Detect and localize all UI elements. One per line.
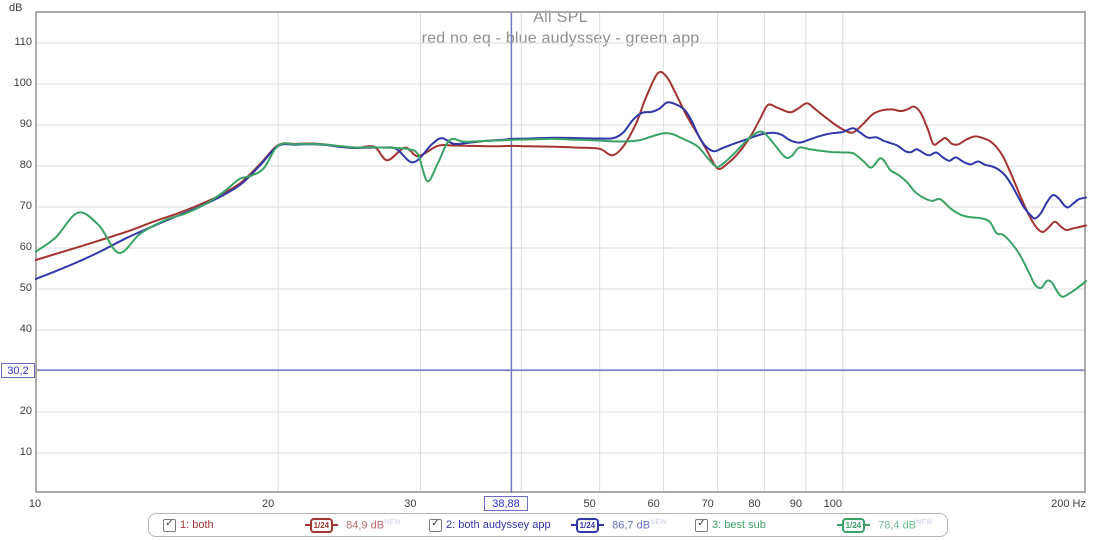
- smoothing-value: 1/24: [309, 517, 334, 533]
- trace-label-1[interactable]: 1: both: [180, 519, 214, 531]
- chip-trail-dash: [333, 524, 339, 526]
- trace-label-2[interactable]: 2: both audyssey app: [446, 519, 551, 531]
- plot-area[interactable]: [35, 11, 1087, 494]
- smoothing-chip-1[interactable]: 1/24: [304, 517, 339, 533]
- y-tick-label: 60: [19, 241, 32, 253]
- cursor-level-readout: 30,2: [1, 363, 35, 378]
- trace-label-3[interactable]: 3: best sub: [712, 519, 766, 531]
- x-tick-label: 30: [404, 498, 417, 510]
- trace-checkbox-2[interactable]: ✓: [429, 518, 442, 532]
- x-tick-label: 80: [748, 498, 761, 510]
- legend-item-2: ✓ 2: both audyssey app 1/24 86,7 dBNEW: [415, 517, 681, 533]
- y-tick-label: 20: [19, 405, 32, 417]
- y-tick-label: 70: [19, 200, 32, 212]
- y-tick-label: 110: [14, 36, 32, 48]
- x-tick-label: 10: [28, 498, 42, 510]
- new-badge: NEW: [650, 518, 667, 526]
- legend-item-3: ✓ 3: best sub 1/24 78,4 dBNEW: [681, 517, 947, 533]
- x-tick-label: 20: [262, 498, 275, 510]
- smoothing-value: 1/24: [841, 517, 866, 533]
- chip-lead-dash: [304, 524, 310, 526]
- x-tick-label: 60: [647, 498, 660, 510]
- y-tick-label: 50: [19, 282, 32, 294]
- y-tick-label: 80: [19, 159, 32, 171]
- trace-checkbox-1[interactable]: ✓: [163, 518, 176, 532]
- y-tick-label: 10: [19, 446, 32, 458]
- y-tick-label: 90: [19, 118, 32, 130]
- trace-checkbox-3[interactable]: ✓: [695, 518, 708, 532]
- check-icon: ✓: [697, 518, 706, 529]
- trace-level-value-2: 86,7 dBNEW: [612, 518, 667, 532]
- trace-level-value-3: 78,4 dBNEW: [878, 518, 933, 532]
- trace-legend-bar: ✓ 1: both 1/24 84,9 dBNEW ✓ 2: both audyssey …: [148, 513, 948, 537]
- x-axis-end-label: 200 Hz: [1051, 498, 1086, 510]
- chip-lead-dash: [836, 524, 842, 526]
- x-tick-label: 50: [583, 498, 596, 510]
- y-axis-unit-label: dB: [9, 2, 23, 14]
- trace-level-value-1: 84,9 dBNEW: [346, 518, 401, 532]
- y-tick-label: 40: [19, 323, 32, 335]
- check-icon: ✓: [431, 518, 440, 529]
- chip-trail-dash: [865, 524, 871, 526]
- new-badge: NEW: [384, 518, 401, 526]
- chip-lead-dash: [570, 524, 576, 526]
- smoothing-chip-3[interactable]: 1/24: [836, 517, 871, 533]
- check-icon: ✓: [165, 518, 174, 529]
- legend-item-1: ✓ 1: both 1/24 84,9 dBNEW: [149, 517, 415, 533]
- new-badge: NEW: [916, 518, 933, 526]
- x-tick-label: 70: [701, 498, 714, 510]
- smoothing-chip-2[interactable]: 1/24: [570, 517, 605, 533]
- x-tick-label: 90: [789, 498, 802, 510]
- cursor-frequency-readout: 38,88: [484, 496, 528, 511]
- y-tick-label: 100: [13, 77, 32, 89]
- chip-trail-dash: [599, 524, 605, 526]
- x-tick-label: 100: [823, 498, 842, 510]
- trace-green: [35, 130, 1087, 298]
- smoothing-value: 1/24: [575, 517, 600, 533]
